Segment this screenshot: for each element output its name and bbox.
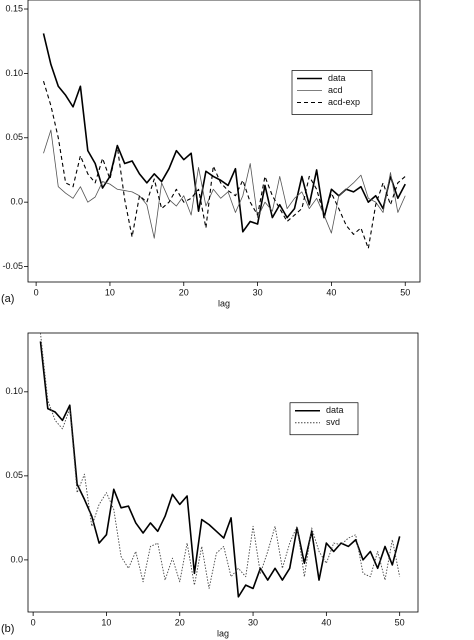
y-tick-label: 0.05 <box>5 470 23 480</box>
y-tick-label: 0.0 <box>10 197 23 207</box>
y-tick-label: 0.0 <box>10 554 23 564</box>
panel-label: (b) <box>1 623 14 635</box>
x-axis-label: lag <box>217 628 229 638</box>
x-tick-label: 50 <box>400 287 410 297</box>
series-line <box>43 129 406 239</box>
x-tick-label: 50 <box>395 617 405 627</box>
series-line <box>40 332 401 589</box>
legend-label: data <box>326 405 344 415</box>
y-tick-label: 0.10 <box>5 68 23 78</box>
y-tick-label: -0.05 <box>2 261 23 271</box>
x-tick-label: 40 <box>321 617 331 627</box>
x-tick-label: 0 <box>31 617 36 627</box>
y-tick-label: 0.10 <box>5 386 23 396</box>
series-line <box>39 341 401 598</box>
x-tick-label: 30 <box>248 617 258 627</box>
x-tick-label: 20 <box>175 617 185 627</box>
plot-frame <box>27 0 421 283</box>
x-tick-label: 30 <box>253 287 263 297</box>
legend-label: acd-exp <box>328 97 360 107</box>
legend-label: acd <box>328 85 343 95</box>
x-axis-label: lag <box>218 298 230 308</box>
series-line <box>42 80 406 250</box>
legend-label: svd <box>326 417 340 427</box>
y-tick-label: 0.15 <box>5 3 23 13</box>
legend-label: data <box>328 73 346 83</box>
x-tick-label: 20 <box>179 287 189 297</box>
panel-label: (a) <box>1 293 14 305</box>
x-tick-label: 10 <box>101 617 111 627</box>
x-tick-label: 10 <box>105 287 115 297</box>
y-tick-label: 0.05 <box>5 132 23 142</box>
plot-frame <box>27 332 419 613</box>
series-line <box>42 33 406 233</box>
legend-box <box>289 402 359 436</box>
x-tick-label: 0 <box>34 287 39 297</box>
x-tick-label: 40 <box>326 287 336 297</box>
